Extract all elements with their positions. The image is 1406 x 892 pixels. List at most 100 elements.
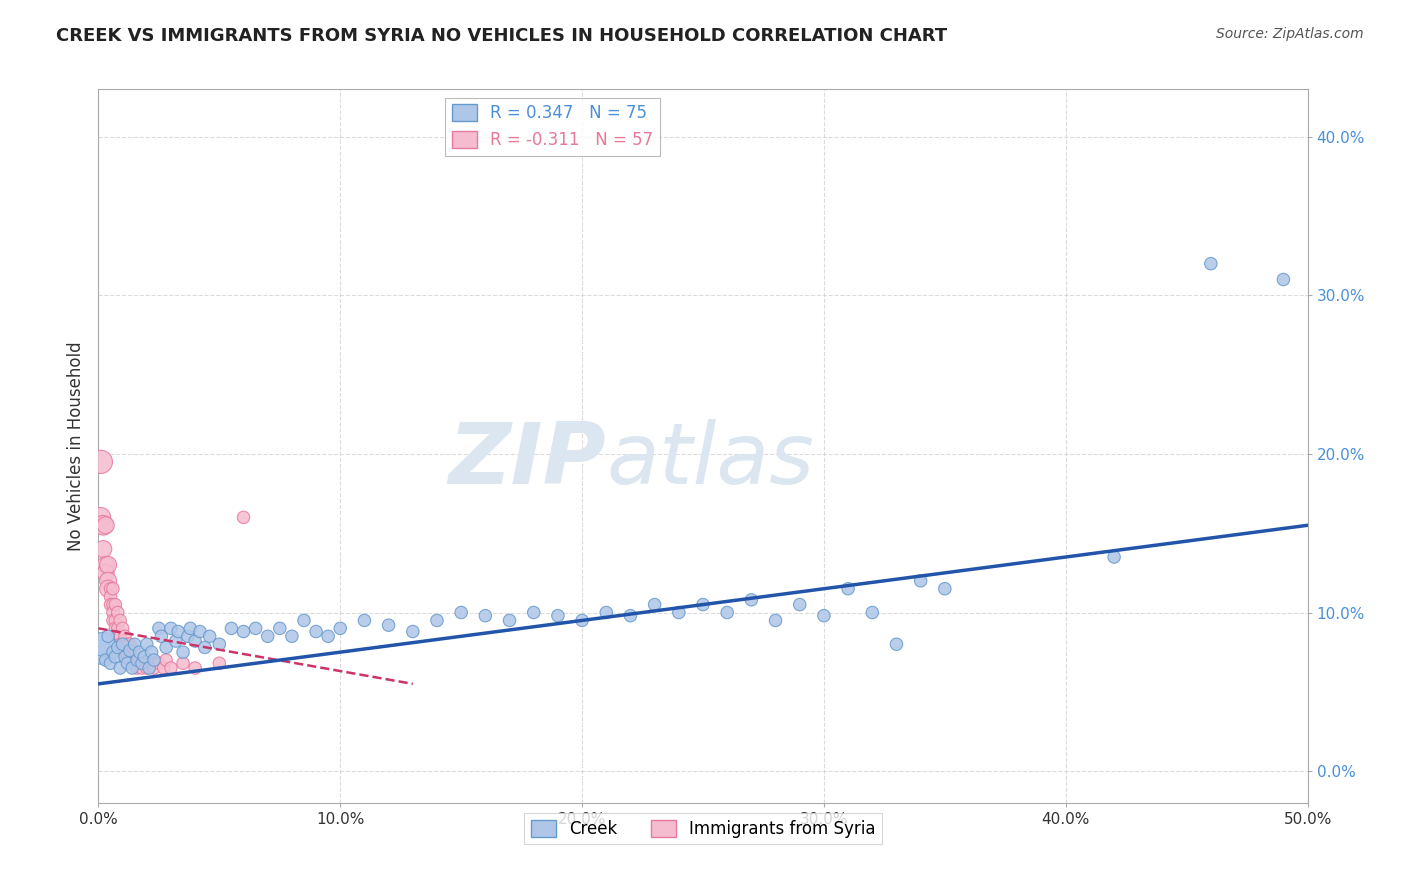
Point: [117, 657, 139, 671]
Point: [114, 649, 136, 664]
Point: [547, 608, 569, 623]
Point: [160, 661, 183, 675]
Point: [117, 645, 139, 659]
Point: [114, 629, 136, 643]
Point: [141, 645, 163, 659]
Point: [108, 661, 131, 675]
Point: [184, 634, 207, 648]
Point: [97, 629, 120, 643]
Point: [91, 518, 114, 533]
Point: [134, 649, 156, 664]
Point: [90, 510, 112, 524]
Point: [208, 637, 231, 651]
Point: [789, 598, 811, 612]
Point: [135, 661, 157, 675]
Point: [934, 582, 956, 596]
Point: [232, 510, 254, 524]
Point: [256, 629, 278, 643]
Point: [765, 614, 787, 628]
Point: [138, 661, 160, 675]
Point: [128, 653, 150, 667]
Point: [104, 598, 127, 612]
Point: [118, 637, 141, 651]
Point: [716, 606, 738, 620]
Point: [167, 624, 190, 639]
Point: [94, 566, 117, 580]
Text: CREEK VS IMMIGRANTS FROM SYRIA NO VEHICLES IN HOUSEHOLD CORRELATION CHART: CREEK VS IMMIGRANTS FROM SYRIA NO VEHICL…: [56, 27, 948, 45]
Point: [100, 590, 122, 604]
Point: [107, 629, 129, 643]
Point: [813, 608, 835, 623]
Point: [121, 661, 143, 675]
Point: [135, 637, 157, 651]
Point: [114, 645, 136, 659]
Point: [91, 542, 114, 557]
Point: [104, 614, 127, 628]
Point: [353, 614, 375, 628]
Point: [101, 606, 124, 620]
Point: [101, 582, 124, 596]
Point: [179, 621, 201, 635]
Point: [886, 637, 908, 651]
Point: [124, 645, 146, 659]
Point: [172, 645, 194, 659]
Point: [90, 455, 112, 469]
Point: [1102, 549, 1125, 564]
Point: [269, 621, 291, 635]
Point: [292, 614, 315, 628]
Point: [165, 634, 187, 648]
Point: [127, 661, 149, 675]
Point: [498, 614, 520, 628]
Point: [104, 621, 127, 635]
Point: [160, 621, 183, 635]
Point: [127, 653, 149, 667]
Point: [571, 614, 593, 628]
Point: [221, 621, 243, 635]
Point: [100, 657, 122, 671]
Point: [101, 645, 124, 659]
Point: [127, 653, 149, 667]
Point: [450, 606, 472, 620]
Point: [131, 657, 153, 671]
Point: [131, 661, 153, 675]
Point: [94, 653, 117, 667]
Point: [1272, 272, 1295, 286]
Point: [1199, 257, 1222, 271]
Point: [152, 661, 174, 675]
Point: [107, 621, 129, 635]
Point: [143, 653, 166, 667]
Point: [377, 618, 399, 632]
Point: [316, 629, 339, 643]
Point: [155, 653, 177, 667]
Point: [91, 637, 114, 651]
Point: [101, 614, 124, 628]
Point: [177, 629, 200, 643]
Point: [104, 649, 127, 664]
Point: [111, 637, 134, 651]
Point: [668, 606, 690, 620]
Text: Source: ZipAtlas.com: Source: ZipAtlas.com: [1216, 27, 1364, 41]
Point: [138, 653, 160, 667]
Text: atlas: atlas: [606, 418, 814, 502]
Point: [141, 657, 163, 671]
Point: [94, 558, 117, 572]
Point: [426, 614, 449, 628]
Point: [245, 621, 267, 635]
Point: [194, 640, 217, 655]
Point: [118, 643, 141, 657]
Point: [94, 518, 117, 533]
Point: [402, 624, 425, 639]
Point: [860, 606, 883, 620]
Y-axis label: No Vehicles in Household: No Vehicles in Household: [66, 341, 84, 551]
Point: [97, 574, 120, 588]
Point: [837, 582, 859, 596]
Point: [108, 637, 131, 651]
Point: [474, 608, 496, 623]
Point: [111, 621, 134, 635]
Point: [107, 640, 129, 655]
Point: [128, 645, 150, 659]
Point: [232, 624, 254, 639]
Point: [101, 598, 124, 612]
Point: [97, 582, 120, 596]
Point: [121, 653, 143, 667]
